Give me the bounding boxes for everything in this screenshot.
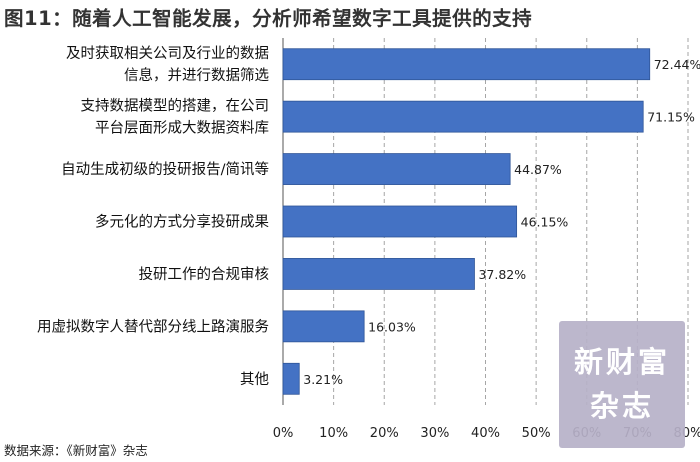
category-label: 平台层面形成大数据资料库: [95, 120, 269, 137]
bar: [282, 153, 511, 185]
chart-title: 图11：随着人工智能发展，分析师希望数字工具提供的支持: [4, 7, 533, 30]
value-label: 71.15%: [647, 110, 695, 125]
x-tick-label: 10%: [319, 426, 348, 441]
x-tick-label: 50%: [522, 426, 551, 441]
bars: [282, 48, 651, 395]
category-label: 多元化的方式分享投研成果: [95, 214, 269, 231]
watermark-badge: 新财富 杂志: [559, 321, 685, 448]
bar: [282, 100, 644, 133]
watermark-line-1: 新财富: [573, 345, 670, 379]
category-label: 其他: [240, 371, 269, 388]
value-label: 46.15%: [521, 215, 569, 230]
value-labels: 72.44% 71.15% 44.87% 46.15% 37.82% 16.03% 3.21…: [303, 57, 700, 387]
x-tick-label: 0%: [273, 426, 294, 441]
category-label: 信息，并进行数据筛选: [124, 67, 269, 84]
bar: [282, 48, 651, 81]
category-label: 支持数据模型的搭建，在公司: [81, 98, 270, 115]
bar: [282, 258, 475, 290]
category-labels: 及时获取相关公司及行业的数据信息，并进行数据筛选支持数据模型的搭建，在公司平台层…: [37, 45, 269, 388]
x-tick-label: 30%: [420, 426, 449, 441]
bar: [282, 310, 365, 343]
value-label: 16.03%: [368, 319, 416, 334]
category-label: 投研工作的合规审核: [139, 266, 270, 283]
category-label: 及时获取相关公司及行业的数据: [66, 45, 269, 62]
x-tick-label: 20%: [370, 426, 399, 441]
value-label: 44.87%: [514, 162, 562, 177]
source-note: 数据来源：《新财富》杂志: [4, 443, 148, 458]
bar: [282, 205, 518, 238]
bar: [282, 362, 300, 395]
x-tick-label: 40%: [471, 426, 500, 441]
watermark-line-2: 杂志: [589, 389, 654, 423]
value-label: 3.21%: [303, 372, 343, 387]
category-label: 自动生成初级的投研报告/简讯等: [61, 160, 269, 178]
value-label: 37.82%: [478, 267, 526, 282]
category-label: 用虚拟数字人替代部分线上路演服务: [37, 318, 269, 335]
value-label: 72.44%: [654, 57, 700, 72]
